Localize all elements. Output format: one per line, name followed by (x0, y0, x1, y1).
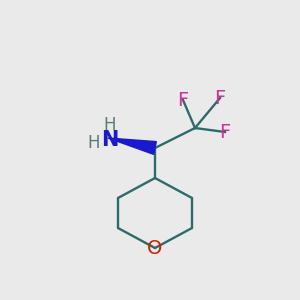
Text: F: F (219, 122, 231, 142)
Text: F: F (177, 91, 189, 110)
Text: N: N (101, 130, 119, 150)
Text: H: H (104, 116, 116, 134)
Polygon shape (108, 138, 156, 154)
Text: F: F (214, 88, 226, 107)
Text: O: O (147, 238, 163, 257)
Text: H: H (88, 134, 100, 152)
